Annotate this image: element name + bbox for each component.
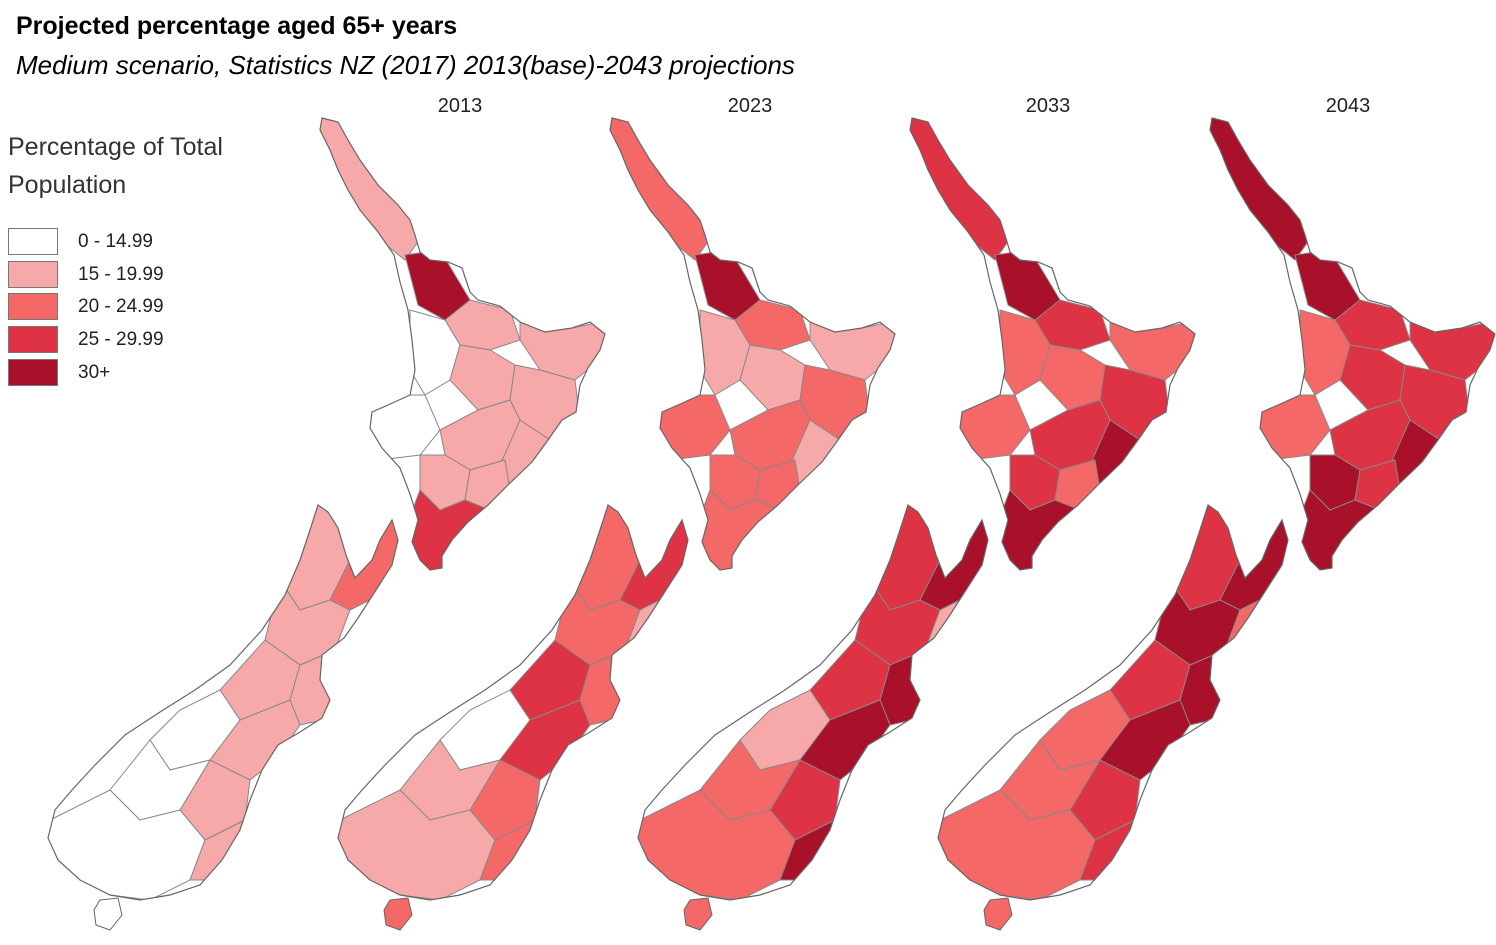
legend-item: 20 - 24.99	[8, 293, 238, 326]
legend-label: 25 - 29.99	[78, 329, 164, 351]
legend-swatch	[8, 326, 58, 354]
region-north-island	[1039, 344, 1106, 411]
legend-swatch	[8, 358, 58, 386]
legend-label: 15 - 19.99	[78, 263, 164, 285]
north-island-outline	[609, 117, 896, 571]
map-subtitle: Medium scenario, Statistics NZ (2017) 20…	[16, 50, 795, 80]
map-title: Projected percentage aged 65+ years	[16, 12, 458, 40]
region-north-island	[610, 118, 721, 261]
region-north-island	[939, 394, 1031, 461]
stewart-island	[683, 897, 713, 931]
legend-swatch	[8, 293, 58, 321]
region-south-island	[338, 789, 496, 900]
region-north-island	[739, 344, 806, 411]
legend-item: 25 - 29.99	[8, 326, 238, 359]
region-north-island	[320, 118, 431, 261]
legend-label: 30+	[78, 361, 111, 383]
legend: Percentage of Total Population 0 - 14.99…	[8, 128, 238, 388]
south-island-outline	[47, 504, 399, 901]
stewart-island	[93, 897, 123, 931]
region-north-island	[349, 394, 441, 461]
region-north-island	[1239, 394, 1331, 461]
legend-title: Percentage of Total Population	[8, 133, 223, 199]
map-year-label: 2033	[1026, 95, 1071, 117]
legend-swatch	[8, 260, 58, 288]
south-island-outline	[637, 504, 989, 901]
region-north-island	[639, 394, 731, 461]
legend-label: 20 - 24.99	[78, 296, 164, 318]
legend-items: 0 - 14.99 15 - 19.99 20 - 24.99 25 - 29.…	[8, 228, 238, 391]
region-north-island	[1339, 344, 1406, 411]
stewart-island	[383, 897, 413, 931]
map-year-label: 2023	[728, 95, 773, 117]
stewart-island	[983, 897, 1013, 931]
legend-item: 30+	[8, 358, 238, 392]
map-year-label: 2013	[438, 95, 483, 117]
map-2013: 2013	[47, 95, 606, 931]
region-south-island	[48, 789, 206, 900]
legend-item: 0 - 14.99	[8, 228, 238, 261]
region-north-island	[910, 118, 1021, 261]
south-island-outline	[937, 504, 1289, 901]
region-south-island	[938, 789, 1096, 900]
north-island-outline	[319, 117, 606, 571]
legend-swatch	[8, 228, 58, 255]
region-north-island	[449, 344, 516, 411]
legend-item: 15 - 19.99	[8, 260, 238, 294]
legend-label: 0 - 14.99	[78, 231, 153, 252]
south-island-outline	[337, 504, 689, 901]
map-year-label: 2043	[1326, 95, 1371, 117]
north-island-outline	[1209, 117, 1496, 571]
north-island-outline	[909, 117, 1196, 571]
region-south-island	[638, 789, 796, 900]
region-north-island	[1210, 118, 1321, 261]
